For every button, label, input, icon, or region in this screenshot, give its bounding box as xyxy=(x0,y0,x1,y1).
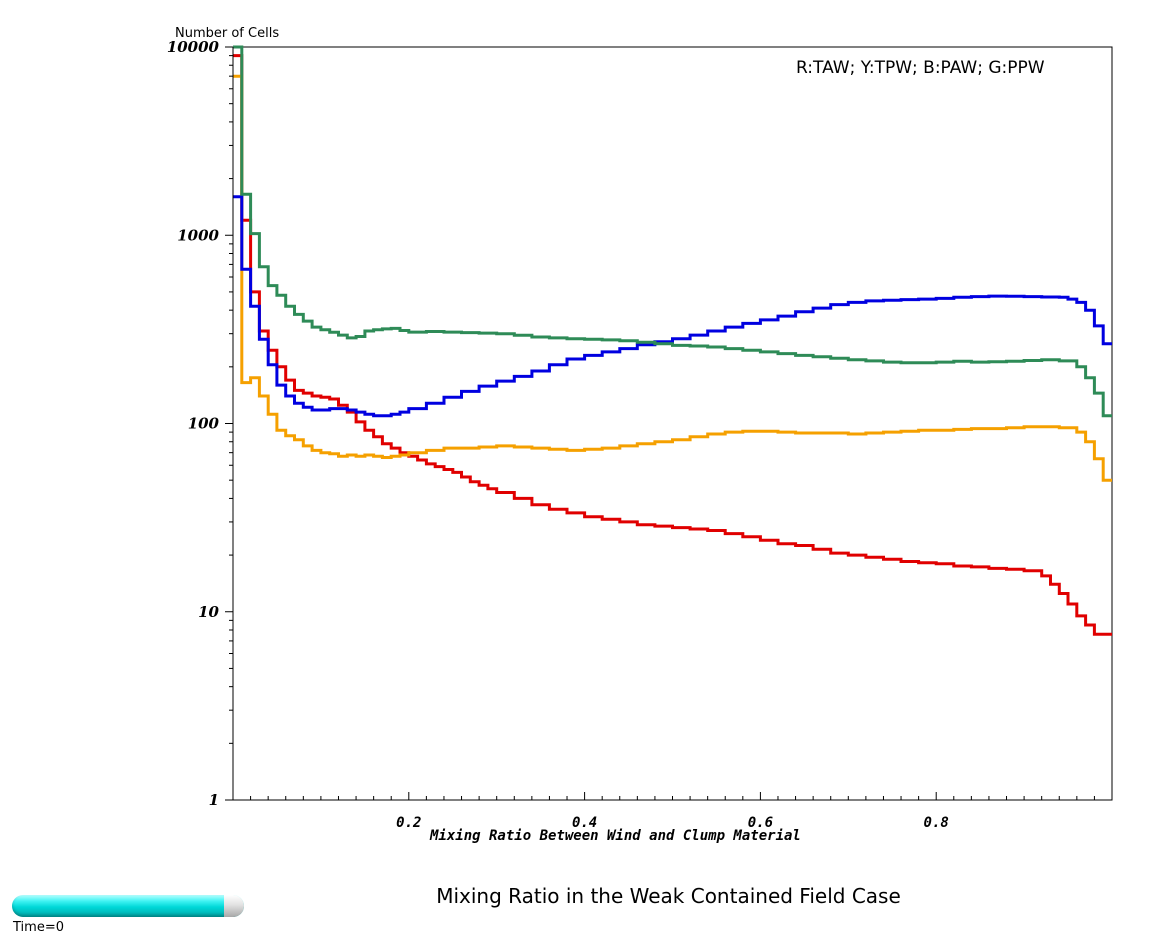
y-axis-label: Number of Cells xyxy=(175,26,280,41)
series-layer xyxy=(233,45,1112,636)
x-tick-label: 0.2 xyxy=(396,815,421,831)
y-tick-label: 10000 xyxy=(167,38,220,56)
x-tick-label: 0.8 xyxy=(924,815,949,831)
y-tick-label: 100 xyxy=(188,415,220,433)
time-readout: Time=0 xyxy=(13,920,64,935)
time-slider-end-cap xyxy=(224,895,244,917)
tick-layer: 1 10 100 1000 10000 0.2 0.4 0.6 0.8 xyxy=(167,38,1112,831)
x-tick-label: 0.4 xyxy=(572,815,597,831)
red-series-line xyxy=(233,54,1112,636)
x-tick-label: 0.6 xyxy=(748,815,773,831)
blue-series-line xyxy=(233,195,1112,418)
legend-text: R:TAW; Y:TPW; B:PAW; G:PPW xyxy=(796,58,1045,78)
y-tick-label: 10 xyxy=(198,603,219,621)
x-axis-label: Mixing Ratio Between Wind and Clump Mate… xyxy=(430,828,801,844)
green-series-line xyxy=(233,45,1112,418)
y-tick-label: 1000 xyxy=(177,226,219,244)
y-tick-label: 1 xyxy=(209,791,219,809)
orange-series-line xyxy=(233,74,1112,482)
chart-title: Mixing Ratio in the Weak Contained Field… xyxy=(436,884,901,908)
time-slider[interactable] xyxy=(12,895,244,917)
